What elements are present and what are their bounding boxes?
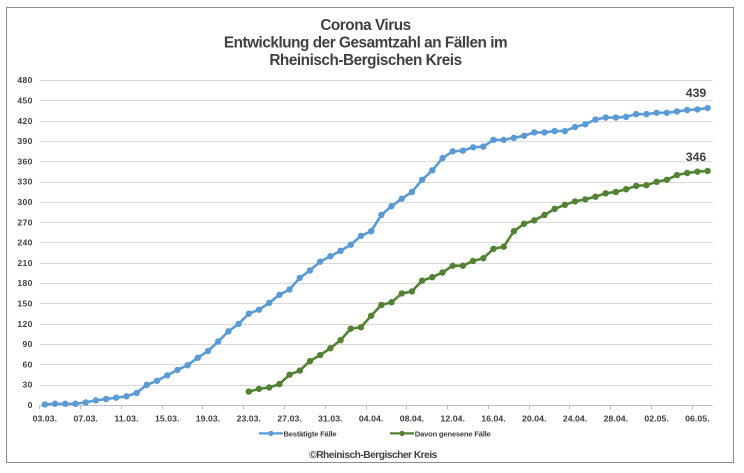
svg-text:420: 420 [17,116,32,126]
svg-text:0: 0 [28,400,33,410]
svg-text:23.03.: 23.03. [237,414,261,424]
svg-text:330: 330 [17,177,32,187]
svg-text:24.04.: 24.04. [563,414,587,424]
svg-text:90: 90 [23,339,33,349]
svg-text:16.04.: 16.04. [481,414,505,424]
svg-text:11.03.: 11.03. [114,414,138,424]
svg-text:12.04.: 12.04. [440,414,464,424]
svg-text:Bestätigte Fälle: Bestätigte Fälle [284,430,337,439]
svg-text:Davon genesene Fälle: Davon genesene Fälle [415,430,491,439]
svg-text:240: 240 [17,238,32,248]
svg-text:346: 346 [686,150,707,164]
svg-text:04.04.: 04.04. [359,414,383,424]
svg-text:150: 150 [17,299,32,309]
svg-text:300: 300 [17,197,32,207]
svg-text:28.04.: 28.04. [604,414,628,424]
svg-text:270: 270 [17,217,32,227]
svg-text:30: 30 [23,380,33,390]
svg-text:60: 60 [23,359,33,369]
svg-text:210: 210 [17,258,32,268]
svg-text:©Rheinisch-Bergischer Kreis: ©Rheinisch-Bergischer Kreis [309,450,437,461]
svg-text:27.03.: 27.03. [277,414,301,424]
svg-text:Corona Virus: Corona Virus [320,17,410,34]
svg-text:390: 390 [17,136,32,146]
svg-text:08.04.: 08.04. [400,414,424,424]
svg-text:360: 360 [17,156,32,166]
svg-text:19.03.: 19.03. [196,414,220,424]
svg-text:02.05.: 02.05. [644,414,668,424]
svg-text:Rheinisch-Bergischen Kreis: Rheinisch-Bergischen Kreis [269,52,461,69]
svg-text:450: 450 [17,96,32,106]
svg-text:31.03.: 31.03. [318,414,342,424]
svg-text:439: 439 [686,86,707,100]
svg-text:20.04.: 20.04. [522,414,546,424]
svg-text:120: 120 [17,319,32,329]
svg-text:03.03.: 03.03. [33,414,57,424]
svg-text:07.03.: 07.03. [73,414,97,424]
svg-text:Entwicklung der Gesamtzahl an: Entwicklung der Gesamtzahl an Fällen im [224,34,507,51]
svg-text:480: 480 [17,75,32,85]
svg-text:06.05.: 06.05. [685,414,709,424]
svg-text:15.03.: 15.03. [155,414,179,424]
svg-text:180: 180 [17,278,32,288]
